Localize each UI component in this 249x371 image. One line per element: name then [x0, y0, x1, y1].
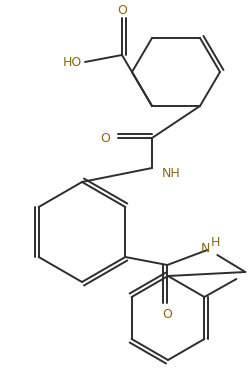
Text: NH: NH — [162, 167, 181, 180]
Text: HO: HO — [62, 56, 82, 69]
Text: O: O — [162, 309, 172, 322]
Text: O: O — [100, 131, 110, 144]
Text: H: H — [211, 236, 220, 249]
Text: N: N — [201, 242, 210, 255]
Text: O: O — [117, 3, 127, 16]
